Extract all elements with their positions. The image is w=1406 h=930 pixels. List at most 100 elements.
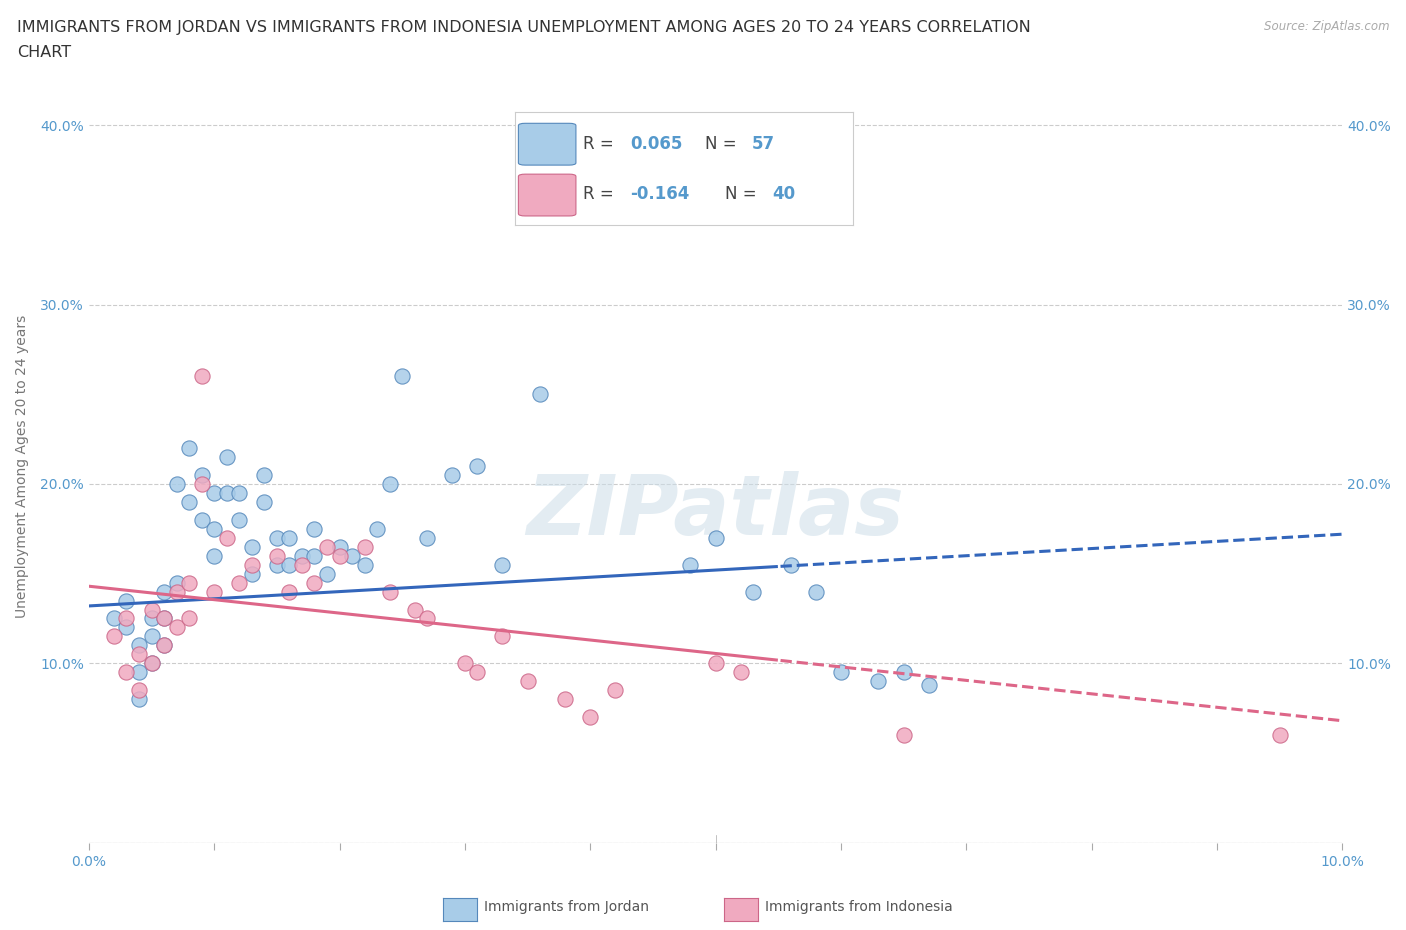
Point [103,629,125,644]
Point [128,638,150,653]
Point [554,692,576,707]
Point [441,468,464,483]
Point [240,566,263,581]
Point [804,584,827,599]
Point [153,638,176,653]
Point [253,468,276,483]
Point [467,665,489,680]
Point [704,530,727,545]
Point [115,593,138,608]
Point [1268,727,1291,742]
Point [868,674,890,689]
Point [404,602,426,617]
Point [179,441,201,456]
Point [353,557,375,572]
Point [278,584,301,599]
Point [516,674,538,689]
Point [153,611,176,626]
Point [190,512,212,527]
Point [378,584,401,599]
Point [128,665,150,680]
Point [605,683,627,698]
Point [202,549,225,564]
Point [291,549,314,564]
Point [454,656,477,671]
Point [266,557,288,572]
Y-axis label: Unemployment Among Ages 20 to 24 years: Unemployment Among Ages 20 to 24 years [15,314,30,618]
Point [467,458,489,473]
Point [742,584,765,599]
Point [378,476,401,491]
Point [228,512,250,527]
Point [391,369,413,384]
Point [179,611,201,626]
Point [141,656,163,671]
Point [730,665,752,680]
Point [190,369,212,384]
Point [179,575,201,590]
Point [179,495,201,510]
Point [166,620,188,635]
Point [340,549,363,564]
Point [491,557,513,572]
Point [115,611,138,626]
Point [416,530,439,545]
Point [830,665,852,680]
Point [141,656,163,671]
Point [779,557,801,572]
Text: Immigrants from Indonesia: Immigrants from Indonesia [765,899,953,914]
Text: Immigrants from Jordan: Immigrants from Jordan [484,899,648,914]
Point [491,629,513,644]
Point [893,727,915,742]
Text: CHART: CHART [17,45,70,60]
Point [416,611,439,626]
Point [141,602,163,617]
Point [228,575,250,590]
Point [304,522,326,537]
Point [291,557,314,572]
Text: ZIPatlas: ZIPatlas [527,471,904,551]
Point [228,485,250,500]
Point [278,557,301,572]
Point [253,495,276,510]
Point [266,549,288,564]
Point [141,629,163,644]
Point [304,575,326,590]
Point [215,449,238,464]
Point [529,387,551,402]
Point [316,539,339,554]
Point [190,476,212,491]
Point [215,485,238,500]
Point [366,522,388,537]
Point [166,476,188,491]
Point [704,656,727,671]
Text: IMMIGRANTS FROM JORDAN VS IMMIGRANTS FROM INDONESIA UNEMPLOYMENT AMONG AGES 20 T: IMMIGRANTS FROM JORDAN VS IMMIGRANTS FRO… [17,20,1031,35]
Point [917,677,939,692]
Point [153,584,176,599]
Point [240,539,263,554]
Point [202,584,225,599]
Point [153,611,176,626]
Point [103,611,125,626]
Point [679,557,702,572]
Point [328,539,350,554]
Point [128,683,150,698]
Point [215,530,238,545]
Point [128,692,150,707]
Point [304,549,326,564]
Point [115,620,138,635]
Point [128,647,150,662]
Point [190,468,212,483]
Point [202,485,225,500]
Point [893,665,915,680]
Point [166,575,188,590]
Point [266,530,288,545]
Point [115,665,138,680]
Point [353,539,375,554]
Point [240,557,263,572]
Point [153,638,176,653]
Point [166,584,188,599]
Point [278,530,301,545]
Point [328,549,350,564]
Point [141,611,163,626]
